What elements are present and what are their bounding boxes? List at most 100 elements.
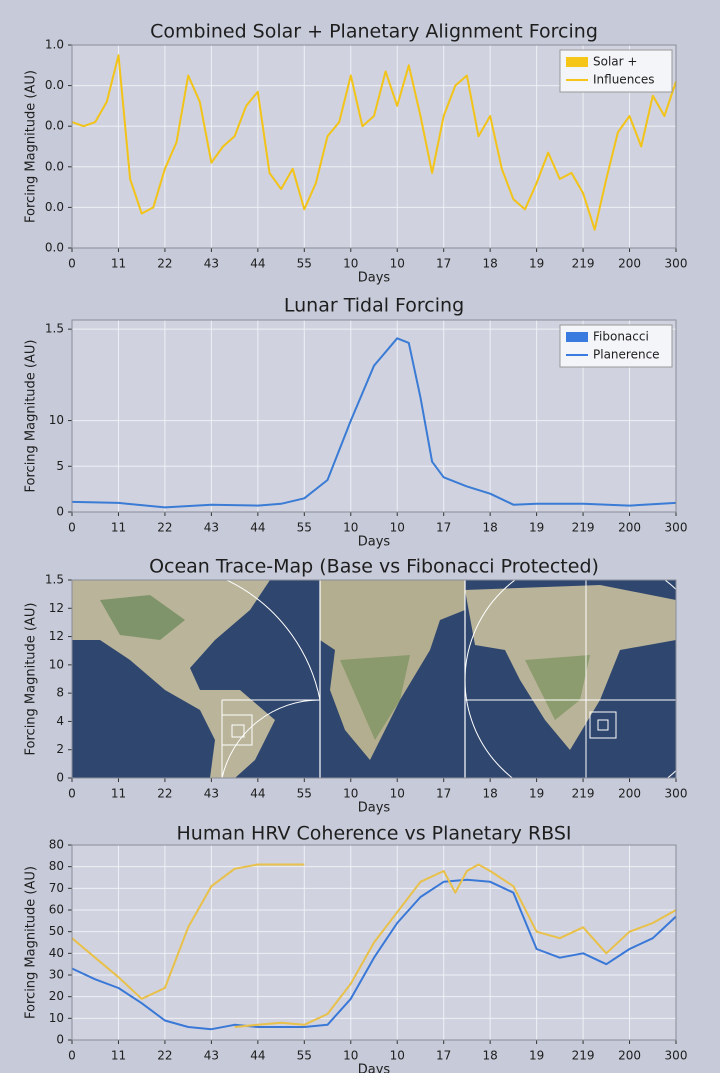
x-axis-label: Days	[358, 271, 391, 286]
x-tick-label: 18	[483, 257, 498, 271]
data-line	[71, 878, 677, 1031]
x-tick-label: 10	[343, 787, 358, 801]
x-tick-label: 17	[436, 1049, 451, 1063]
y-tick-label: 30	[49, 968, 64, 982]
legend-label: Influences	[593, 73, 655, 87]
y-tick-label: 80	[49, 859, 64, 873]
y-axis-label: Forcing Magnitude (AU)	[24, 866, 39, 1019]
plot-frame	[71, 44, 677, 249]
legend-patch	[566, 57, 588, 67]
x-tick-label: 55	[297, 257, 312, 271]
y-tick-label: 1.5	[45, 573, 64, 587]
y-tick-label: 12	[49, 601, 64, 615]
x-tick-label: 18	[483, 787, 498, 801]
x-tick-label: 11	[111, 521, 126, 535]
x-tick-label: 219	[572, 257, 595, 271]
y-tick-label: 40	[49, 946, 64, 960]
x-tick-label: 43	[204, 521, 219, 535]
x-tick-label: 43	[204, 1049, 219, 1063]
x-tick-label: 300	[665, 1049, 688, 1063]
x-tick-label: 19	[529, 257, 544, 271]
x-tick-label: 17	[436, 257, 451, 271]
x-tick-label: 44	[250, 1049, 265, 1063]
x-tick-label: 0	[68, 257, 76, 271]
x-tick-label: 0	[68, 521, 76, 535]
y-tick-label: 0.0	[45, 200, 64, 214]
x-tick-label: 300	[665, 521, 688, 535]
ocean-map	[72, 580, 676, 778]
x-tick-label: 22	[157, 257, 172, 271]
y-tick-label: 10	[49, 413, 64, 427]
x-tick-label: 19	[529, 787, 544, 801]
x-tick-label: 55	[297, 521, 312, 535]
y-tick-label: 80	[49, 838, 64, 852]
x-tick-label: 17	[436, 787, 451, 801]
x-tick-label: 19	[529, 1049, 544, 1063]
x-tick-label: 10	[390, 787, 405, 801]
x-tick-label: 44	[250, 787, 265, 801]
y-tick-label: 10	[49, 1011, 64, 1025]
x-tick-label: 10	[343, 257, 358, 271]
x-tick-label: 219	[572, 787, 595, 801]
y-tick-label: 0.0	[45, 241, 64, 255]
chart-title: Human HRV Coherence vs Planetary RBSI	[176, 823, 571, 845]
x-tick-label: 219	[572, 521, 595, 535]
y-axis-label: Forcing Magnitude (AU)	[24, 340, 39, 493]
y-tick-label: 1.5	[45, 322, 64, 336]
y-tick-label: 20	[49, 989, 64, 1003]
x-tick-label: 22	[157, 1049, 172, 1063]
x-tick-label: 11	[111, 1049, 126, 1063]
x-tick-label: 18	[483, 521, 498, 535]
x-tick-label: 300	[665, 257, 688, 271]
y-tick-label: 0	[56, 771, 64, 785]
x-axis-label: Days	[358, 1063, 391, 1073]
x-tick-label: 0	[68, 787, 76, 801]
legend-label: Planerence	[593, 348, 660, 362]
x-tick-label: 10	[390, 1049, 405, 1063]
x-tick-label: 200	[618, 1049, 641, 1063]
x-tick-label: 43	[204, 257, 219, 271]
x-tick-label: 10	[343, 521, 358, 535]
y-tick-label: 12	[49, 629, 64, 643]
data-line	[71, 54, 677, 231]
x-axis-label: Days	[358, 801, 391, 816]
y-tick-label: 1.0	[45, 38, 64, 52]
y-tick-label: 4	[56, 714, 64, 728]
legend-patch	[566, 332, 588, 342]
y-tick-label: 0.0	[45, 119, 64, 133]
x-tick-label: 11	[111, 787, 126, 801]
x-tick-label: 55	[297, 1049, 312, 1063]
data-line	[71, 337, 677, 509]
x-tick-label: 43	[204, 787, 219, 801]
x-tick-label: 0	[68, 1049, 76, 1063]
chart-title: Lunar Tidal Forcing	[284, 295, 464, 317]
x-tick-label: 200	[618, 257, 641, 271]
y-tick-label: 70	[49, 881, 64, 895]
y-tick-label: 2	[56, 742, 64, 756]
plot-frame	[71, 319, 677, 513]
x-tick-label: 11	[111, 257, 126, 271]
x-tick-label: 55	[297, 787, 312, 801]
x-tick-label: 200	[618, 521, 641, 535]
data-line	[71, 863, 677, 1028]
legend-label: Solar +	[593, 55, 637, 69]
legend-label: Fibonacci	[593, 330, 649, 344]
y-tick-label: 50	[49, 924, 64, 938]
plot-frame	[71, 579, 677, 779]
y-tick-label: 0	[56, 1033, 64, 1047]
x-tick-label: 18	[483, 1049, 498, 1063]
y-tick-label: 8	[56, 686, 64, 700]
x-tick-label: 22	[157, 787, 172, 801]
x-tick-label: 17	[436, 521, 451, 535]
x-tick-label: 10	[390, 521, 405, 535]
x-tick-label: 22	[157, 521, 172, 535]
y-tick-label: 10	[49, 657, 64, 671]
y-tick-label: 0	[56, 505, 64, 519]
chart-title: Combined Solar + Planetary Alignment For…	[150, 21, 598, 43]
x-tick-label: 19	[529, 521, 544, 535]
x-tick-label: 10	[390, 257, 405, 271]
y-axis-label: Forcing Magnitude (AU)	[24, 70, 39, 223]
x-tick-label: 44	[250, 521, 265, 535]
x-tick-label: 219	[572, 1049, 595, 1063]
